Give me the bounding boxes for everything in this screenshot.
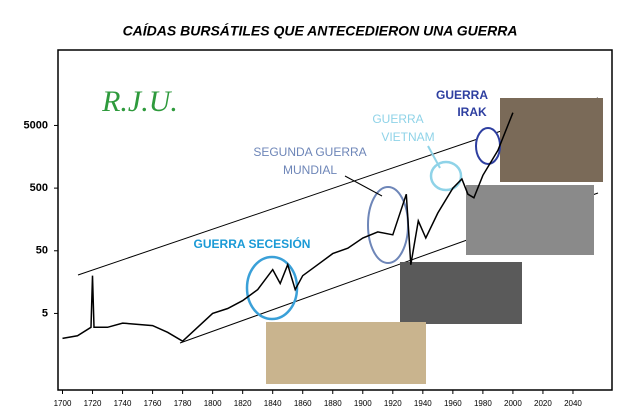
x-tick-label: 2020 <box>534 399 552 408</box>
x-tick-label: 1900 <box>354 399 372 408</box>
pointer-wwii <box>344 175 383 197</box>
x-tick-label: 1700 <box>54 399 72 408</box>
x-tick-label: 1820 <box>234 399 252 408</box>
x-tick-label: 1760 <box>144 399 162 408</box>
x-tick-label: 1720 <box>84 399 102 408</box>
x-tick-label: 1840 <box>264 399 282 408</box>
annotation: GUERRA SECESIÓN <box>194 236 311 251</box>
y-tick-label: 500 <box>30 182 48 194</box>
plot-frame <box>57 49 613 391</box>
x-tick-label: 1960 <box>444 399 462 408</box>
price-line <box>62 112 514 343</box>
x-tick-label: 1740 <box>114 399 132 408</box>
photo-civil-war <box>266 322 426 384</box>
highlight-irak <box>475 127 501 165</box>
annotation: R.J.U. <box>101 85 178 118</box>
annotation: GUERRA <box>436 88 488 102</box>
y-tick-label: 5 <box>42 307 48 319</box>
x-tick-label: 2040 <box>564 399 582 408</box>
x-tick-label: 1940 <box>414 399 432 408</box>
x-tick-label: 1860 <box>294 399 312 408</box>
chart-title: CAÍDAS BURSÁTILES QUE ANTECEDIERON UNA G… <box>123 23 518 39</box>
y-tick-label: 5000 <box>24 119 48 131</box>
y-tick-label: 50 <box>36 245 48 257</box>
annotation: IRAK <box>457 105 487 119</box>
annotation: MUNDIAL <box>283 163 337 177</box>
x-tick-label: 1880 <box>324 399 342 408</box>
annotation: VIETNAM <box>381 130 434 144</box>
photo-crash <box>400 262 522 324</box>
highlight-secesion <box>245 255 299 321</box>
pointer-vietnam <box>427 145 441 169</box>
highlight-vietnam <box>429 160 463 192</box>
annotation: SEGUNDA GUERRA <box>253 145 366 159</box>
x-tick-label: 1780 <box>174 399 192 408</box>
x-tick-label: 2000 <box>504 399 522 408</box>
annotation: GUERRA <box>372 112 423 126</box>
x-tick-label: 1980 <box>474 399 492 408</box>
photo-irak <box>500 98 603 182</box>
photo-wwii <box>466 185 594 255</box>
x-tick-label: 1800 <box>204 399 222 408</box>
x-tick-label: 1920 <box>384 399 402 408</box>
